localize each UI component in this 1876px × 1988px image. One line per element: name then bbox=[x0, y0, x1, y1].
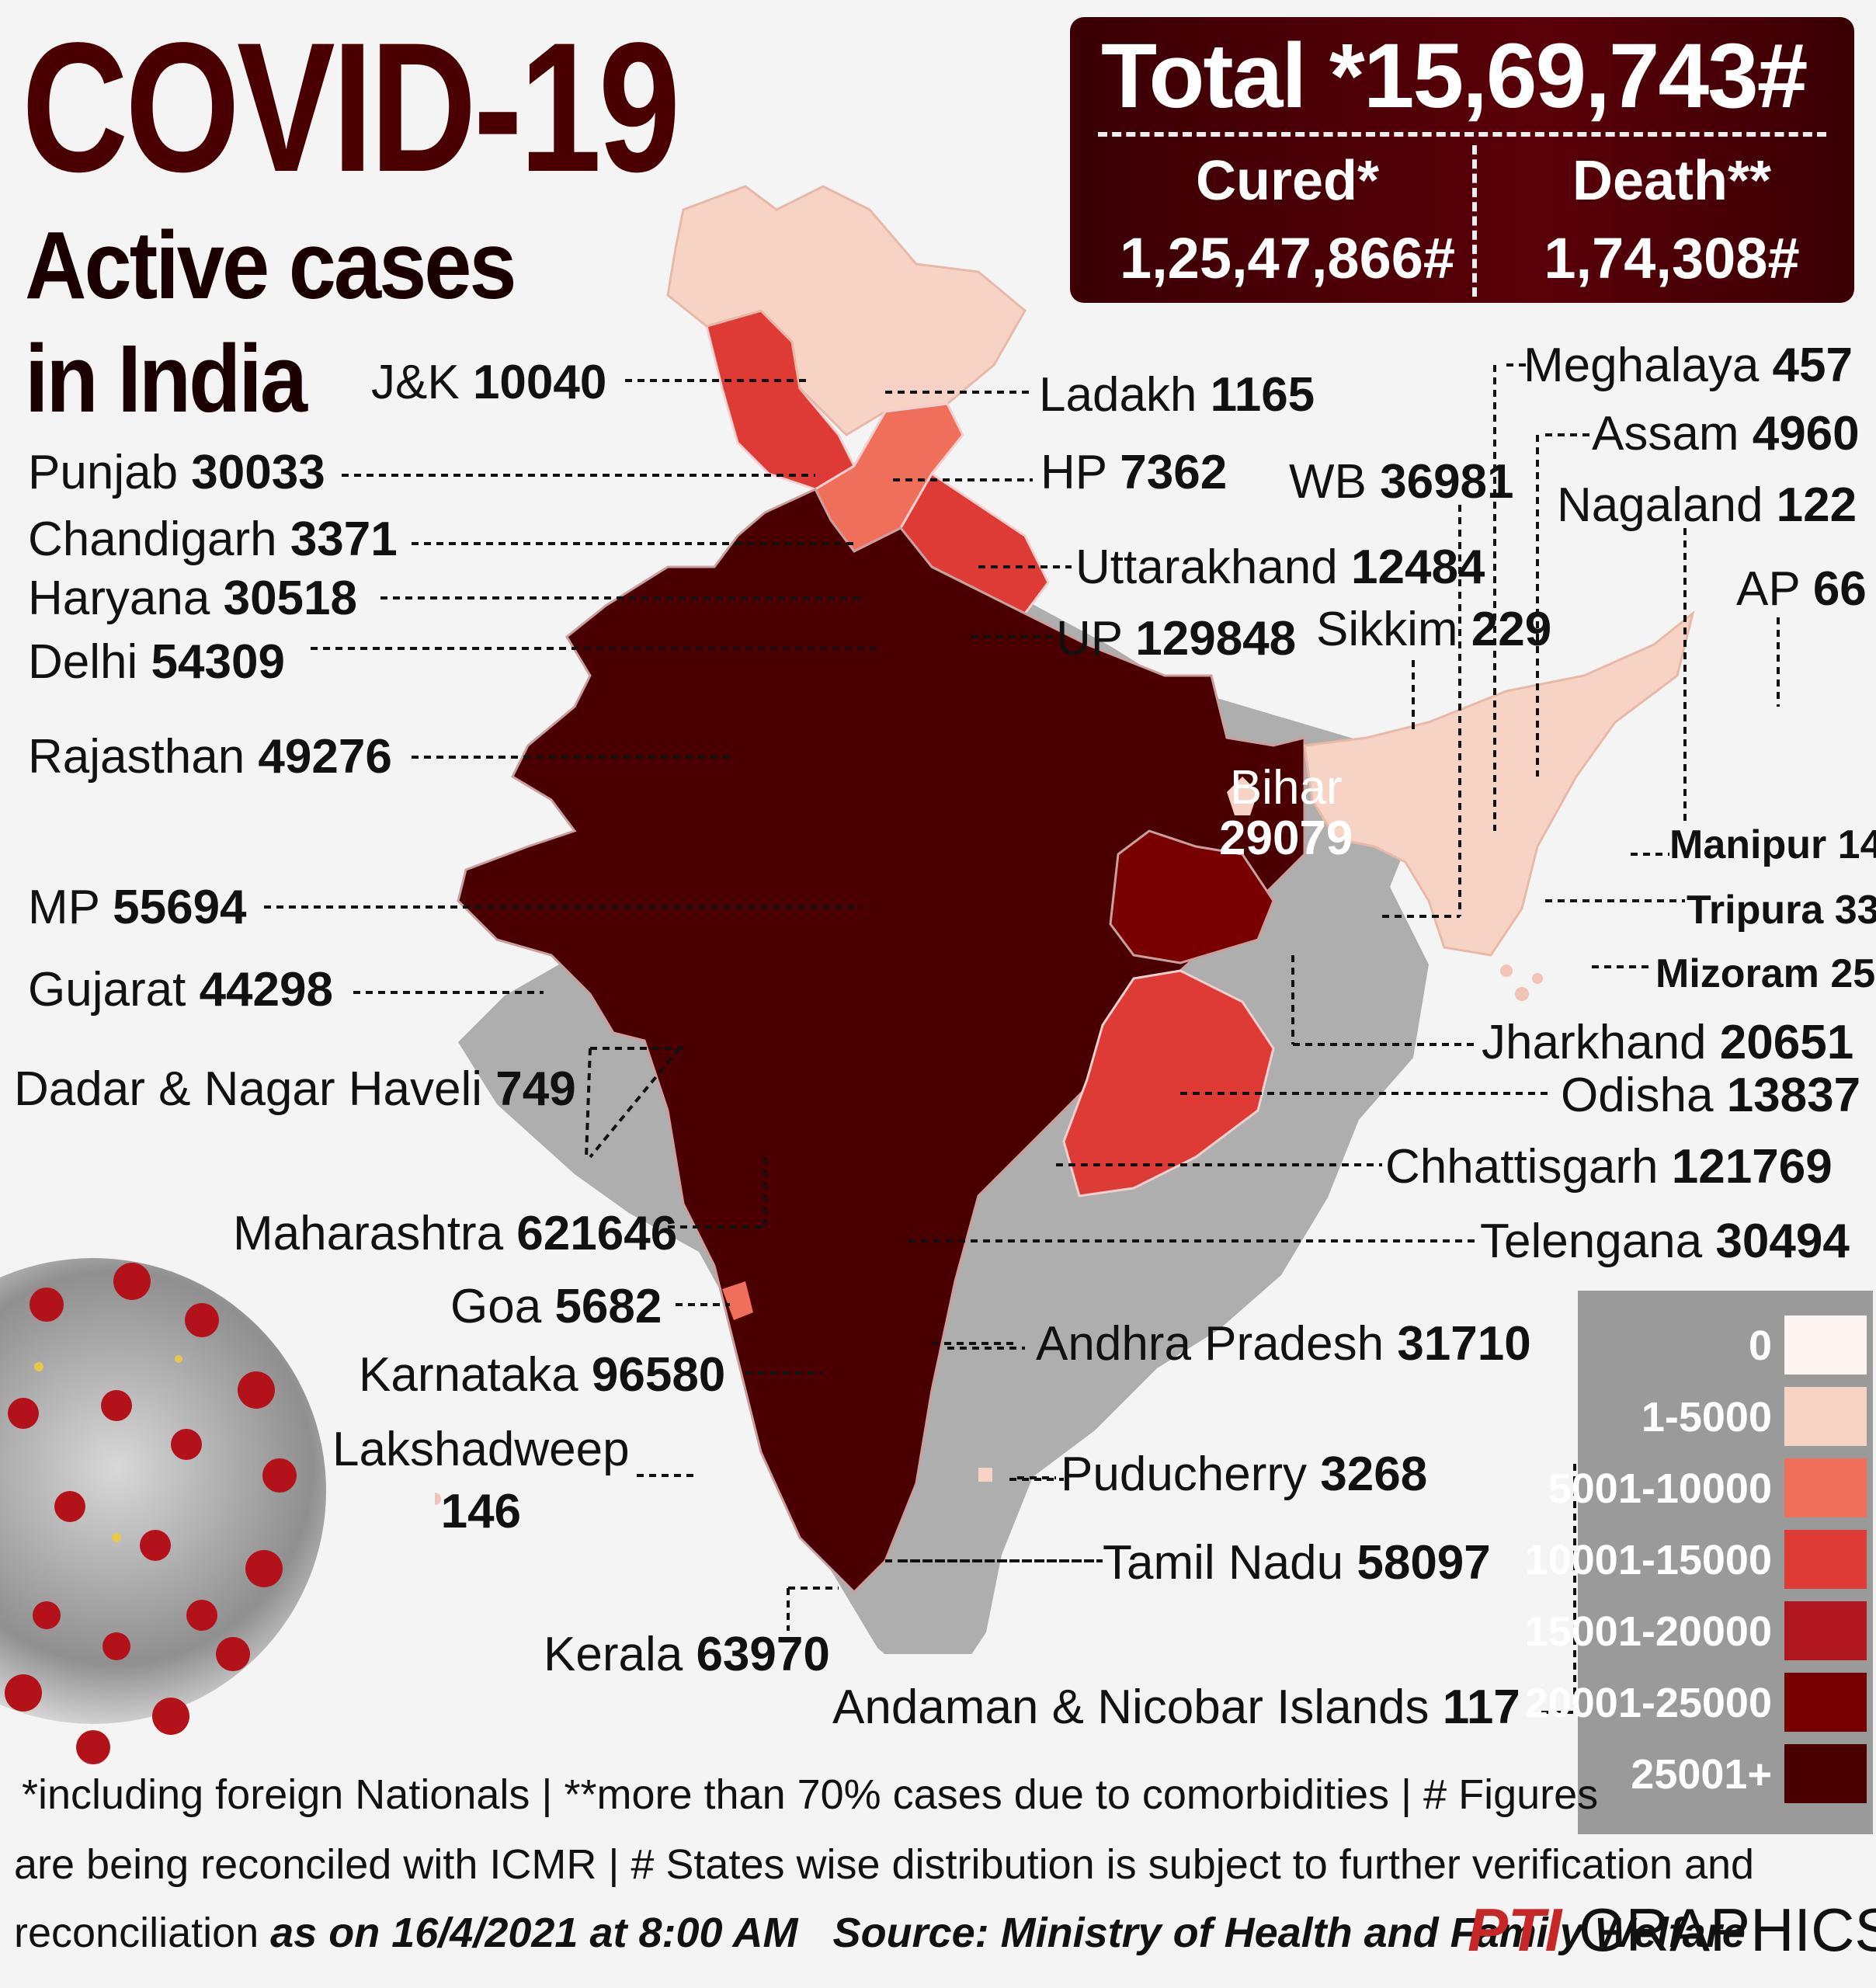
label-punjab: Punjab 30033 bbox=[28, 446, 325, 499]
legend-item: 25001+ bbox=[1578, 1741, 1873, 1806]
label-haryana: Haryana 30518 bbox=[28, 572, 358, 625]
credit-text: GRAPHICS bbox=[1579, 1896, 1876, 1964]
page-title: COVID-19 bbox=[22, 5, 680, 211]
label-delhi: Delhi 54309 bbox=[28, 635, 285, 689]
label-jk: J&K 10040 bbox=[371, 356, 607, 409]
subtitle-line1: Active cases bbox=[25, 212, 517, 320]
label-andaman-nicobar: Andaman & Nicobar Islands 117 bbox=[832, 1680, 1520, 1734]
total-value: *15,69,743# bbox=[1329, 25, 1808, 127]
legend-swatch bbox=[1784, 1673, 1867, 1732]
label-andhra-pradesh: Andhra Pradesh 31710 bbox=[1036, 1317, 1531, 1371]
legend-swatch bbox=[1784, 1530, 1867, 1589]
subtitle: Active cases in India bbox=[25, 210, 517, 436]
region-odisha bbox=[1062, 969, 1275, 1197]
legend-item: 15001-20000 bbox=[1525, 1598, 1873, 1663]
label-hp: HP 7362 bbox=[1040, 446, 1228, 499]
stats-vertical-divider bbox=[1472, 145, 1477, 297]
label-goa: Goa 5682 bbox=[450, 1280, 662, 1333]
region-bihar bbox=[1109, 829, 1275, 964]
total-line: Total *15,69,743# bbox=[1101, 23, 1808, 129]
legend-item: 20001-25000 bbox=[1525, 1670, 1873, 1735]
cured-label: Cured* bbox=[1195, 150, 1380, 212]
legend-label: 15001-20000 bbox=[1524, 1608, 1772, 1655]
coronavirus-illustration bbox=[0, 1258, 326, 1764]
footnote-line3: reconciliation as on 16/4/2021 at 8:00 A… bbox=[14, 1910, 1746, 1956]
legend-swatch bbox=[1784, 1387, 1867, 1446]
label-karnataka: Karnataka 96580 bbox=[359, 1348, 726, 1402]
label-assam: Assam 4960 bbox=[1592, 407, 1860, 461]
stats-panel: Total *15,69,743# Cured* 1,25,47,866# De… bbox=[1070, 17, 1854, 303]
label-lakshadweep: Lakshadweep 146 bbox=[332, 1423, 630, 1538]
label-manipur: Manipur 141 bbox=[1669, 822, 1876, 867]
death-value: 1,74,308# bbox=[1544, 226, 1800, 290]
label-up: UP 129848 bbox=[1056, 612, 1297, 666]
legend-label: 20001-25000 bbox=[1524, 1680, 1772, 1726]
legend-label: 10001-15000 bbox=[1524, 1537, 1772, 1583]
cured-value: 1,25,47,866# bbox=[1119, 226, 1456, 290]
label-nagaland: Nagaland 122 bbox=[1557, 478, 1857, 532]
label-tamil-nadu: Tamil Nadu 58097 bbox=[1103, 1536, 1491, 1590]
label-ap: AP 66 bbox=[1736, 562, 1867, 616]
label-tripura: Tripura 336 bbox=[1687, 888, 1876, 933]
region-goa bbox=[722, 1281, 753, 1320]
label-bihar: Bihar 29079 bbox=[1219, 761, 1353, 866]
label-telengana: Telengana 30494 bbox=[1480, 1215, 1850, 1268]
region-mainland bbox=[457, 488, 1306, 1594]
total-label: Total bbox=[1101, 25, 1307, 127]
legend-item: 5001-10000 bbox=[1548, 1455, 1873, 1521]
legend-label: 25001+ bbox=[1631, 1751, 1772, 1798]
label-mizoram: Mizoram 258 bbox=[1655, 951, 1876, 996]
label-dadar-nagar-haveli: Dadar & Nagar Haveli 749 bbox=[14, 1062, 576, 1116]
label-kerala: Kerala 63970 bbox=[544, 1628, 830, 1681]
label-ladakh: Ladakh 1165 bbox=[1039, 368, 1315, 422]
label-maharashtra: Maharashtra 621646 bbox=[233, 1207, 678, 1260]
pti-logo: PTI bbox=[1468, 1896, 1562, 1964]
region-northeast bbox=[1303, 610, 1695, 957]
legend-swatch bbox=[1784, 1458, 1867, 1517]
legend-item: 1-5000 bbox=[1578, 1384, 1873, 1449]
label-mp: MP 55694 bbox=[28, 881, 247, 934]
pti-credit: PTI GRAPHICS bbox=[1468, 1895, 1876, 1965]
label-meghalaya: Meghalaya 457 bbox=[1523, 339, 1853, 392]
footnote-line1: *including foreign Nationals | **more th… bbox=[22, 1771, 1599, 1818]
label-wb: WB 36981 bbox=[1289, 455, 1514, 509]
andaman-islands bbox=[1500, 964, 1543, 1001]
label-puducherry: Puducherry 3268 bbox=[1061, 1448, 1428, 1501]
legend-swatch bbox=[1784, 1744, 1867, 1803]
label-gujarat: Gujarat 44298 bbox=[28, 963, 333, 1017]
region-sikkim bbox=[1227, 777, 1258, 815]
legend-swatch bbox=[1784, 1601, 1867, 1660]
legend-item: 0 bbox=[1578, 1312, 1873, 1378]
death-label: Death** bbox=[1572, 150, 1772, 212]
source-text: Source: Ministry of Health and Family We… bbox=[832, 1910, 1746, 1956]
legend-label: 0 bbox=[1748, 1322, 1772, 1369]
label-odisha: Odisha 13837 bbox=[1561, 1069, 1861, 1122]
legend-swatch bbox=[1784, 1315, 1867, 1375]
label-rajasthan: Rajasthan 49276 bbox=[28, 730, 392, 784]
label-jharkhand: Jharkhand 20651 bbox=[1482, 1016, 1854, 1069]
legend-label: 1-5000 bbox=[1641, 1394, 1772, 1441]
india-map bbox=[435, 185, 1695, 1654]
legend-item: 10001-15000 bbox=[1525, 1527, 1873, 1592]
region-puducherry bbox=[978, 1468, 992, 1482]
footnote-line2: are being reconciled with ICMR | # State… bbox=[14, 1841, 1755, 1888]
stats-divider bbox=[1098, 132, 1826, 137]
as-on-date: as on 16/4/2021 at 8:00 AM bbox=[270, 1910, 798, 1956]
lakshadweep-islands bbox=[435, 1493, 441, 1505]
subtitle-line2: in India bbox=[25, 325, 307, 433]
legend-label: 5001-10000 bbox=[1548, 1465, 1772, 1512]
label-chhattisgarh: Chhattisgarh 121769 bbox=[1385, 1140, 1833, 1194]
label-chandigarh: Chandigarh 3371 bbox=[28, 513, 398, 566]
label-uttarakhand: Uttarakhand 12484 bbox=[1075, 540, 1485, 594]
label-sikkim: Sikkim 229 bbox=[1316, 603, 1552, 656]
